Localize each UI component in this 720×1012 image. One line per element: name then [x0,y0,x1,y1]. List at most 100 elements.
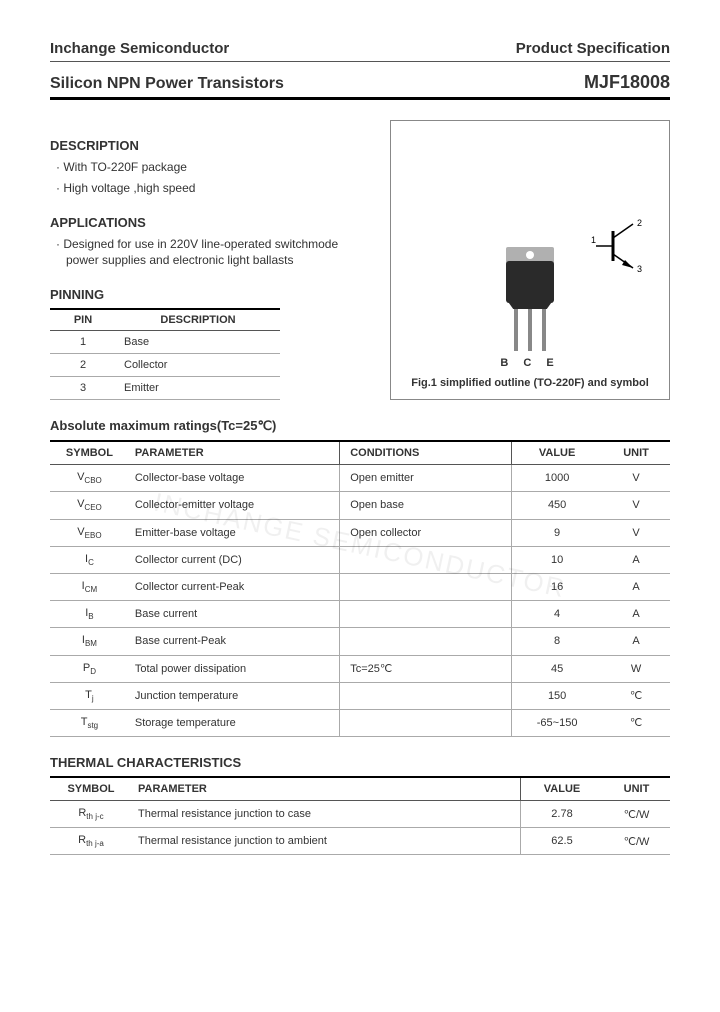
pinning-col-desc: DESCRIPTION [116,309,280,331]
rating-parameter: Collector-emitter voltage [129,492,340,519]
thermal-unit: ℃/W [603,828,670,855]
application-item: · Designed for use in 220V line-operated… [56,236,370,270]
thermal-value: 62.5 [521,828,604,855]
rating-condition [340,682,512,709]
svg-text:1: 1 [591,235,596,245]
rating-parameter: Collector-base voltage [129,465,340,492]
rating-condition: Open collector [340,519,512,546]
rating-value: 4 [512,601,602,628]
pin-labels: B C E [500,357,559,369]
thermal-value: 2.78 [521,801,604,828]
rating-unit: ℃ [602,709,670,736]
rating-symbol: VEBO [50,519,129,546]
rating-value: 45 [512,655,602,682]
table-row: VCBOCollector-base voltageOpen emitter10… [50,465,670,492]
rating-condition: Tc=25℃ [340,655,512,682]
rating-unit: ℃ [602,682,670,709]
description-list: · With TO-220F package · High voltage ,hi… [50,159,370,197]
rating-parameter: Collector current-Peak [129,573,340,600]
ratings-table: SYMBOL PARAMETER CONDITIONS VALUE UNIT V… [50,440,670,737]
part-number: MJF18008 [584,72,670,93]
thermal-col-value: VALUE [521,777,604,801]
rating-condition [340,628,512,655]
table-row: VCEOCollector-emitter voltageOpen base45… [50,492,670,519]
table-row: ICCollector current (DC)10A [50,546,670,573]
table-row: TjJunction temperature150℃ [50,682,670,709]
ratings-col-parameter: PARAMETER [129,441,340,465]
thermal-table: SYMBOL PARAMETER VALUE UNIT Rth j-cTherm… [50,776,670,855]
datasheet-page: INCHANGE SEMICONDUCTOR Inchange Semicond… [0,0,720,1012]
rating-condition: Open emitter [340,465,512,492]
pin-desc: Base [116,331,280,354]
table-row: 3Emitter [50,377,280,400]
right-column: 1 2 3 B C E Fig.1 simplified outline (TO… [390,120,670,400]
table-row: Rth j-cThermal resistance junction to ca… [50,801,670,828]
rating-symbol: IB [50,601,129,628]
pinning-col-pin: PIN [50,309,116,331]
product-line: Silicon NPN Power Transistors [50,75,284,93]
pinning-heading: PINNING [50,287,370,302]
pin-num: 1 [50,331,116,354]
rating-parameter: Base current [129,601,340,628]
rating-condition [340,709,512,736]
rating-unit: A [602,573,670,600]
ratings-col-symbol: SYMBOL [50,441,129,465]
rating-condition [340,546,512,573]
rating-parameter: Junction temperature [129,682,340,709]
left-column: DESCRIPTION · With TO-220F package · High… [50,120,370,400]
rating-condition [340,601,512,628]
rating-value: 10 [512,546,602,573]
ratings-col-conditions: CONDITIONS [340,441,512,465]
table-row: VEBOEmitter-base voltageOpen collector9V [50,519,670,546]
table-row: ICMCollector current-Peak 16A [50,573,670,600]
rating-parameter: Base current-Peak [129,628,340,655]
thermal-symbol: Rth j-c [50,801,132,828]
title-row: Silicon NPN Power Transistors MJF18008 [50,72,670,93]
rating-unit: V [602,465,670,492]
ratings-col-unit: UNIT [602,441,670,465]
rating-value: 16 [512,573,602,600]
rating-parameter: Emitter-base voltage [129,519,340,546]
rating-unit: A [602,601,670,628]
thermal-col-unit: UNIT [603,777,670,801]
doc-type: Product Specification [516,40,670,57]
table-row: IBMBase current-Peak8A [50,628,670,655]
rating-symbol: Tstg [50,709,129,736]
rating-condition [340,573,512,600]
rating-symbol: VCBO [50,465,129,492]
divider [50,61,670,62]
pin-desc: Collector [116,354,280,377]
thermal-col-parameter: PARAMETER [132,777,521,801]
rating-symbol: VCEO [50,492,129,519]
pinning-table: PIN DESCRIPTION 1Base2Collector3Emitter [50,308,280,400]
rating-symbol: IBM [50,628,129,655]
rating-value: 1000 [512,465,602,492]
top-two-column: DESCRIPTION · With TO-220F package · High… [50,120,670,400]
applications-list: · Designed for use in 220V line-operated… [50,236,370,270]
ratings-heading: Absolute maximum ratings(Tc=25℃) [50,418,670,434]
rating-symbol: PD [50,655,129,682]
thermal-parameter: Thermal resistance junction to ambient [132,828,521,855]
rating-value: -65~150 [512,709,602,736]
table-row: PDTotal power dissipationTc=25℃45W [50,655,670,682]
company-name: Inchange Semiconductor [50,40,229,57]
rating-parameter: Storage temperature [129,709,340,736]
figure-caption: Fig.1 simplified outline (TO-220F) and s… [411,377,649,389]
pin-num: 2 [50,354,116,377]
applications-heading: APPLICATIONS [50,215,370,230]
description-item: · With TO-220F package [56,159,370,176]
rating-unit: V [602,519,670,546]
thermal-heading: THERMAL CHARACTERISTICS [50,755,670,770]
thermal-symbol: Rth j-a [50,828,132,855]
figure-box: 1 2 3 B C E Fig.1 simplified outline (TO… [390,120,670,400]
rating-symbol: ICM [50,573,129,600]
rating-symbol: IC [50,546,129,573]
pin-num: 3 [50,377,116,400]
table-row: 1Base [50,331,280,354]
ratings-col-value: VALUE [512,441,602,465]
description-item: · High voltage ,high speed [56,180,370,197]
rating-value: 450 [512,492,602,519]
rating-unit: A [602,628,670,655]
rating-symbol: Tj [50,682,129,709]
package-outline-icon [506,261,554,351]
